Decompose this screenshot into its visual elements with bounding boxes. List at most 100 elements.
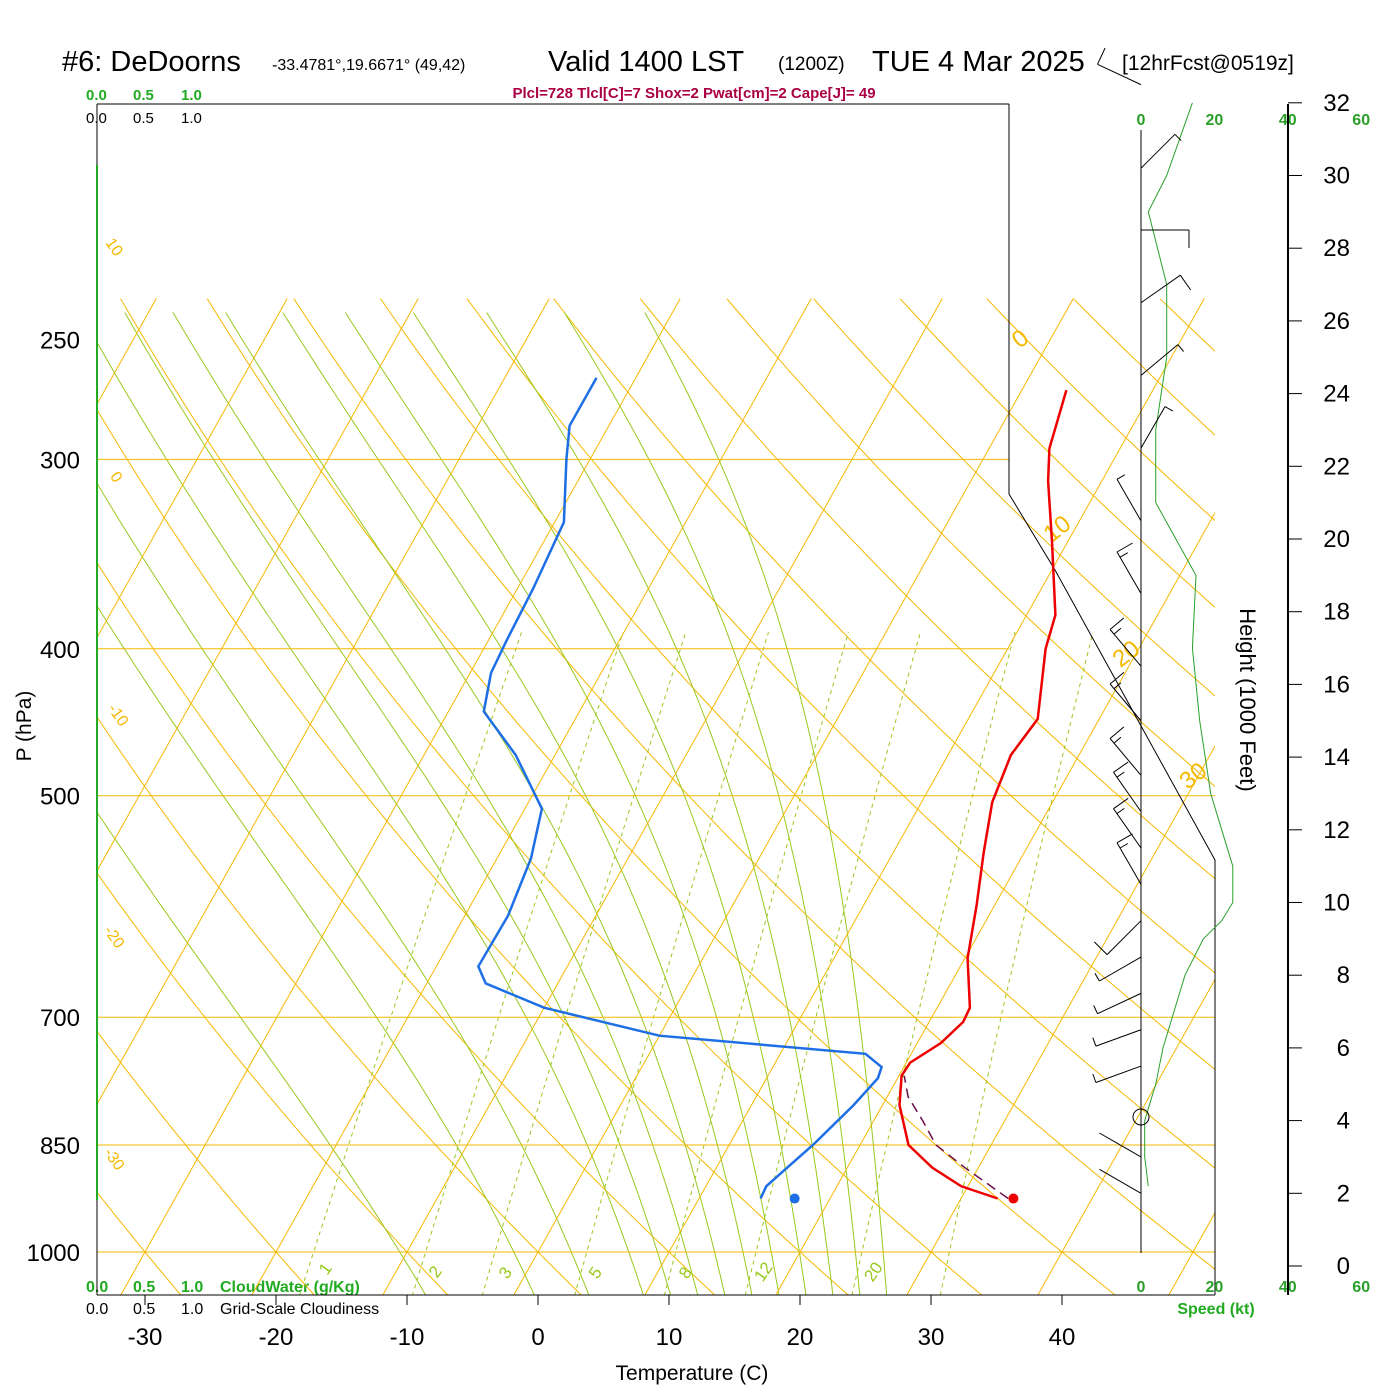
cloudiness-tick: 0.0 — [86, 110, 107, 127]
dry-adiabat — [97, 561, 716, 1295]
temperature-tick-label: 20 — [787, 1324, 814, 1351]
isotherm — [513, 298, 1074, 1295]
height-tick-label: 18 — [1323, 599, 1350, 626]
dry-adiabat — [1073, 298, 1215, 436]
moist-adiabat — [486, 312, 834, 1295]
x-axis-title: Temperature (C) — [616, 1362, 769, 1385]
wind-barb — [1099, 1132, 1142, 1158]
mixing-ratio-line — [574, 631, 769, 1295]
isotherm — [775, 511, 1215, 1295]
sounding-profiles — [476, 377, 1068, 1204]
moist-adiabat — [97, 811, 427, 1295]
cloudiness-tick: 0.5 — [133, 1301, 155, 1318]
cloudwater-tick: 1.0 — [181, 1279, 203, 1296]
dewpoint-line — [476, 377, 884, 1200]
height-tick-label: 2 — [1337, 1180, 1350, 1207]
plot-frame — [96, 103, 1216, 1296]
dry-adiabat — [726, 298, 1215, 788]
cloudiness-tick: 0.0 — [86, 1301, 108, 1318]
cloudwater-tick: 0.0 — [86, 87, 107, 104]
dry-adiabat — [97, 716, 582, 1295]
height-tick-label: 10 — [1323, 890, 1350, 917]
isotherm-label: 10 — [1039, 510, 1077, 548]
cloudiness-tick: 1.0 — [181, 110, 202, 127]
dry-adiabat — [120, 298, 983, 1295]
height-tick-label: 20 — [1323, 526, 1350, 553]
isotherm — [644, 298, 1205, 1295]
cloudiness-top-ticks: 0.0 0.5 1.0 — [86, 110, 202, 127]
wind-barb — [1092, 1029, 1142, 1047]
isotherm — [906, 745, 1215, 1295]
cloudwater-top-ticks: 0.0 0.5 1.0 — [86, 87, 202, 104]
height-tick-label: 12 — [1323, 817, 1350, 844]
temperature-tick-label: -30 — [128, 1324, 163, 1351]
mixing-ratio-line — [851, 631, 1016, 1295]
height-tick-label: 24 — [1323, 381, 1350, 408]
frame-right — [1008, 104, 1216, 1295]
zulu-time: (1200Z) — [778, 54, 845, 75]
pressure-tick-label: 700 — [40, 1005, 80, 1032]
wind-barb — [1093, 920, 1142, 955]
mixing-ratio-line — [939, 631, 1094, 1295]
height-tick-label: 0 — [1337, 1253, 1350, 1280]
dry-adiabat — [639, 298, 1215, 880]
isotherm-lines — [97, 298, 1215, 1295]
wind-barb — [1093, 992, 1142, 1015]
moist-adiabat — [97, 605, 535, 1295]
cloudwater-bottom-legend: 0.0 0.5 1.0 CloudWater (g/Kg) — [86, 1279, 360, 1296]
mixing-ratio-label: 5 — [585, 1264, 606, 1283]
mixing-ratio-label: 20 — [860, 1259, 886, 1285]
dry-adiabat-label: 10 — [102, 235, 126, 259]
dry-adiabat — [206, 298, 1116, 1295]
pressure-tick-label: 300 — [40, 447, 80, 474]
moist-adiabat — [344, 312, 780, 1295]
cloudwater-tick: 0.5 — [133, 87, 154, 104]
wind-barb — [1116, 542, 1142, 594]
pressure-tick-label: 250 — [40, 327, 80, 354]
height-tick-label: 30 — [1323, 163, 1350, 190]
isotherm — [97, 298, 550, 1106]
cloudiness-label: Grid-Scale Cloudiness — [220, 1301, 379, 1318]
wind-barb — [1140, 274, 1192, 304]
wind-barb — [1099, 1168, 1142, 1194]
dry-adiabat — [293, 298, 1215, 1270]
wind-barb — [1140, 344, 1184, 376]
temperature-tick-label: 40 — [1049, 1324, 1076, 1351]
moist-adiabat — [97, 341, 644, 1295]
cloudiness-tick: 0.5 — [133, 110, 154, 127]
moist-adiabat — [225, 312, 726, 1295]
wind-barb — [1140, 229, 1190, 248]
moist-adiabat — [282, 312, 753, 1295]
pressure-tick-label: 500 — [40, 784, 80, 811]
height-tick-label: 32 — [1323, 90, 1350, 117]
mixing-ratio-line — [481, 631, 687, 1295]
speed-tick-label: 60 — [1352, 1279, 1370, 1296]
moist-adiabat — [97, 482, 590, 1295]
cloudiness-bottom-legend: 0.0 0.5 1.0 Grid-Scale Cloudiness — [86, 1301, 379, 1318]
valid-date: TUE 4 Mar 2025 — [872, 46, 1085, 78]
wind-barb — [1140, 133, 1182, 169]
forecast-label: [12hrFcst@0519z] — [1122, 52, 1294, 75]
wind-barb — [1113, 761, 1142, 812]
dry-adiabat — [553, 298, 1215, 974]
height-tick-label: 4 — [1337, 1108, 1350, 1135]
dry-adiabat — [466, 298, 1215, 1071]
valid-time: Valid 1400 LST — [548, 46, 744, 78]
temperature-tick-label: 10 — [656, 1324, 683, 1351]
wind-barb — [1140, 406, 1174, 449]
pressure-tick-label: 1000 — [27, 1240, 80, 1267]
moist-adiabat — [172, 312, 699, 1295]
height-axis-title: Height (1000 Feet) — [1235, 608, 1260, 791]
temperature-tick-label: -10 — [390, 1324, 425, 1351]
height-tick-label: 16 — [1323, 671, 1350, 698]
wind-panel: 00202040406060 — [1092, 47, 1370, 1296]
stability-indices: Plcl=728 Tlcl[C]=7 Shox=2 Pwat[cm]=2 Cap… — [512, 85, 875, 102]
isotherm — [120, 298, 681, 1295]
wind-barb — [1113, 797, 1142, 849]
mixing-ratio-line — [411, 631, 624, 1295]
temperature-tick-label: -20 — [259, 1324, 294, 1351]
surface-dewpoint-dot — [789, 1193, 800, 1204]
wind-speed-profile — [1144, 102, 1234, 1187]
speed-tick-label: 20 — [1206, 112, 1224, 129]
mixing-ratio-label: 8 — [675, 1264, 696, 1283]
